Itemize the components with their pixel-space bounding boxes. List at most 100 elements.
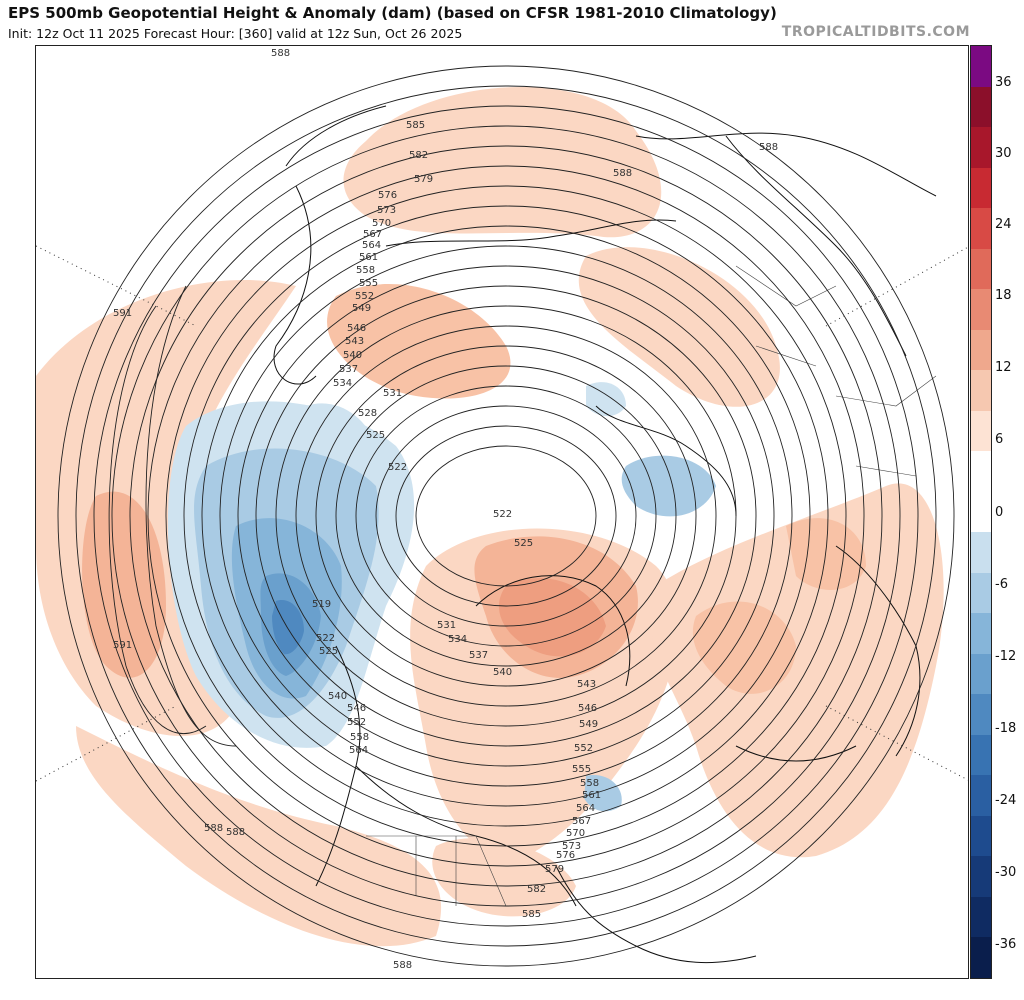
colorbar-segment <box>971 248 991 290</box>
colorbar-segment <box>971 451 991 493</box>
colorbar-segment <box>971 694 991 736</box>
contour-label: 552 <box>355 291 374 302</box>
contour-label: 582 <box>409 150 428 161</box>
contour-label: 525 <box>366 430 385 441</box>
contour-label: 570 <box>372 218 391 229</box>
contour-label: 525 <box>319 646 338 657</box>
colorbar-tick-label: 18 <box>995 288 1012 303</box>
colorbar-tick-label: 0 <box>995 505 1004 520</box>
colorbar-segment <box>971 167 991 209</box>
colorbar-tick-label: -12 <box>995 649 1017 664</box>
contour-label: 525 <box>514 538 533 549</box>
contour-label: 555 <box>572 764 591 775</box>
colorbar-segment <box>971 86 991 128</box>
colorbar-tick-label: 30 <box>995 146 1012 161</box>
contour-label: 543 <box>577 679 596 690</box>
contour-label: 561 <box>582 790 601 801</box>
contour-label: 549 <box>352 303 371 314</box>
chart-subtitle: Init: 12z Oct 11 2025 Forecast Hour: [36… <box>8 26 463 41</box>
contour-label: 540 <box>328 691 347 702</box>
colorbar-segment <box>971 289 991 331</box>
colorbar-segment <box>971 815 991 857</box>
colorbar-tick-label: -36 <box>995 937 1017 952</box>
colorbar-segment <box>971 370 991 412</box>
colorbar-segment <box>971 46 991 88</box>
colorbar-tick-label: 12 <box>995 360 1012 375</box>
colorbar-segment <box>971 734 991 776</box>
colorbar-segment <box>971 856 991 898</box>
map-svg: 5885855825795765735705675645615585555525… <box>36 48 968 971</box>
colorbar-tick-label: -6 <box>995 577 1008 592</box>
contour-label: 585 <box>406 120 425 131</box>
contour-label: 579 <box>414 174 433 185</box>
contour-label: 570 <box>566 828 585 839</box>
contour-label: 543 <box>345 336 364 347</box>
map-panel: 588 585 582 579 576 573 570 567 564 561 558 555 552 5… <box>35 45 969 979</box>
contour-label: 564 <box>349 745 368 756</box>
colorbar-segment <box>971 937 991 979</box>
contour-label: 540 <box>493 667 512 678</box>
contour-label: 546 <box>347 323 366 334</box>
contour-label: 588 <box>393 960 412 971</box>
contour-label: 534 <box>448 634 467 645</box>
colorbar-segment <box>971 491 991 533</box>
contour-label: 579 <box>545 864 564 875</box>
contour-label: 558 <box>580 778 599 789</box>
colorbar-segment <box>971 329 991 371</box>
contour-label: 582 <box>527 884 546 895</box>
contour-label: 588 <box>613 168 632 179</box>
contour-label: 576 <box>556 850 575 861</box>
contour-label: 558 <box>350 732 369 743</box>
contour-label: 591 <box>113 640 132 651</box>
contour-label: 591 <box>113 308 132 319</box>
contour-label: 558 <box>356 265 375 276</box>
contour-label: 567 <box>363 229 382 240</box>
colorbar-segment <box>971 775 991 817</box>
contour-label: 567 <box>572 816 591 827</box>
contour-label: 531 <box>437 620 456 631</box>
contour-label: 537 <box>339 364 358 375</box>
contour-label: 522 <box>388 462 407 473</box>
colorbar-segment <box>971 208 991 250</box>
contour-label: 564 <box>362 240 381 251</box>
colorbar-tick-label: 6 <box>995 432 1004 447</box>
contour-label: 528 <box>358 408 377 419</box>
contour-label: 573 <box>377 205 396 216</box>
colorbar-tick-label: -24 <box>995 793 1017 808</box>
contour-label: 519 <box>312 599 331 610</box>
colorbar-tick-label: 24 <box>995 217 1012 232</box>
colorbar-segment <box>971 572 991 614</box>
colorbar-tick-label: -18 <box>995 721 1017 736</box>
contour-label: 552 <box>574 743 593 754</box>
contour-label: 549 <box>579 719 598 730</box>
colorbar-segment <box>971 896 991 938</box>
contour-label: 522 <box>493 509 512 520</box>
colorbar-tick-label: -30 <box>995 865 1017 880</box>
contour-label: 564 <box>576 803 595 814</box>
colorbar <box>970 45 992 979</box>
contour-label: 588 <box>759 142 778 153</box>
colorbar-segment <box>971 410 991 452</box>
chart-title: EPS 500mb Geopotential Height & Anomaly … <box>8 4 777 22</box>
contour-label: 588 <box>204 823 223 834</box>
contour-label: 552 <box>347 717 366 728</box>
contour-label: 588 <box>226 827 245 838</box>
site-credit: TROPICALTIDBITS.COM <box>781 24 970 40</box>
contour-label: 573 <box>562 841 581 852</box>
height-contours <box>57 65 955 967</box>
graticule <box>36 245 968 782</box>
contour-label: 555 <box>359 278 378 289</box>
contour-label-layer: 5885855825795765735705675645615585555525… <box>113 48 778 971</box>
contour-label: 561 <box>359 252 378 263</box>
country-borders <box>366 265 937 907</box>
contour-label: 534 <box>333 378 352 389</box>
colorbar-segment <box>971 613 991 655</box>
contour-label: 522 <box>316 633 335 644</box>
colorbar-segment <box>971 127 991 169</box>
contour-label: 576 <box>378 190 397 201</box>
contour-label: 546 <box>578 703 597 714</box>
colorbar-tick-label: 36 <box>995 75 1012 90</box>
colorbar-segment <box>971 532 991 574</box>
contour-label: 531 <box>383 388 402 399</box>
contour-label: 540 <box>343 350 362 361</box>
